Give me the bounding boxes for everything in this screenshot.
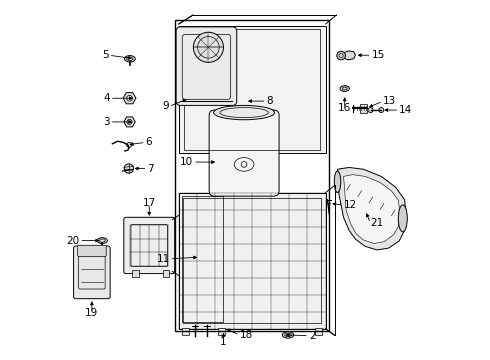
FancyBboxPatch shape bbox=[179, 26, 326, 153]
FancyBboxPatch shape bbox=[74, 246, 110, 299]
Text: 1: 1 bbox=[220, 337, 227, 347]
Text: 5: 5 bbox=[102, 50, 109, 60]
Bar bbox=[132, 270, 139, 277]
Bar bbox=[183, 198, 321, 323]
FancyBboxPatch shape bbox=[124, 217, 175, 274]
Text: 3: 3 bbox=[103, 117, 110, 127]
Text: 6: 6 bbox=[146, 138, 152, 147]
Circle shape bbox=[194, 32, 223, 62]
Bar bbox=[182, 328, 190, 335]
Circle shape bbox=[126, 142, 132, 147]
Text: 19: 19 bbox=[85, 308, 98, 318]
Bar bbox=[163, 270, 169, 277]
Ellipse shape bbox=[214, 105, 274, 120]
Polygon shape bbox=[341, 51, 355, 60]
Text: 8: 8 bbox=[267, 96, 273, 106]
Text: 4: 4 bbox=[103, 93, 110, 103]
Text: 21: 21 bbox=[370, 218, 384, 228]
Circle shape bbox=[124, 164, 133, 173]
Text: 18: 18 bbox=[240, 330, 253, 340]
Bar bbox=[182, 196, 223, 321]
Bar bbox=[315, 328, 322, 335]
Text: 20: 20 bbox=[66, 235, 79, 246]
Text: 13: 13 bbox=[383, 96, 396, 106]
Text: 17: 17 bbox=[143, 198, 156, 208]
Circle shape bbox=[337, 51, 345, 60]
Ellipse shape bbox=[398, 205, 407, 232]
Circle shape bbox=[368, 108, 373, 113]
Polygon shape bbox=[338, 167, 406, 250]
Bar bbox=[179, 193, 326, 329]
Ellipse shape bbox=[282, 332, 294, 338]
FancyBboxPatch shape bbox=[176, 27, 237, 105]
Bar bbox=[218, 328, 225, 335]
Circle shape bbox=[379, 108, 384, 113]
Text: 15: 15 bbox=[371, 50, 385, 60]
FancyBboxPatch shape bbox=[77, 245, 106, 256]
Polygon shape bbox=[343, 175, 400, 243]
Text: 11: 11 bbox=[156, 254, 170, 264]
FancyBboxPatch shape bbox=[209, 110, 279, 196]
Text: 14: 14 bbox=[399, 105, 413, 115]
Text: 10: 10 bbox=[180, 157, 193, 167]
Text: 16: 16 bbox=[338, 103, 351, 113]
Text: 7: 7 bbox=[147, 163, 154, 174]
Ellipse shape bbox=[124, 55, 135, 62]
Bar bbox=[175, 21, 329, 330]
Ellipse shape bbox=[285, 333, 292, 337]
Text: 12: 12 bbox=[343, 200, 357, 210]
Ellipse shape bbox=[334, 171, 341, 193]
Ellipse shape bbox=[340, 86, 349, 91]
Text: 2: 2 bbox=[309, 330, 316, 341]
Ellipse shape bbox=[97, 238, 107, 243]
Text: 9: 9 bbox=[162, 102, 169, 112]
Bar bbox=[360, 104, 367, 113]
Ellipse shape bbox=[342, 87, 347, 90]
